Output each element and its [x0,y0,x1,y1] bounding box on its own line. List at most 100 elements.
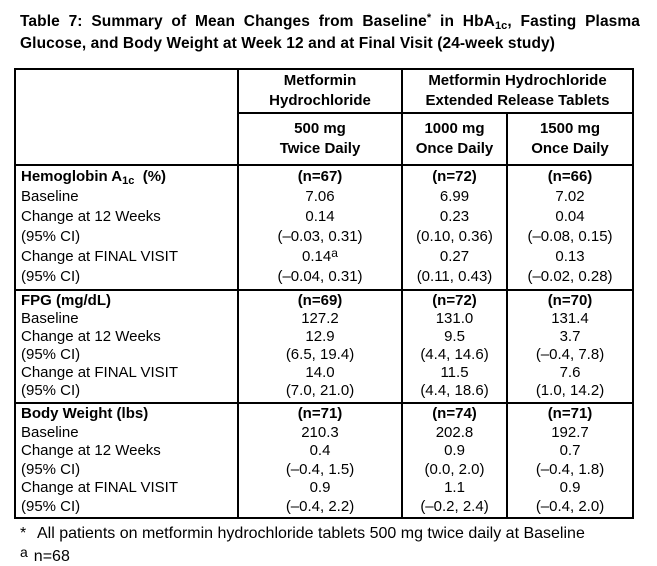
data-cell-body-weight-1500mg: (n=71) 192.7 0.7 (–0.4, 1.8) 0.9 (–0.4, … [506,402,634,519]
header-row-products: Metformin Hydrochloride Metformin Hydroc… [14,68,634,166]
row-label: (95% CI) [21,382,81,399]
data-cell-fpg-1000mg: (n=72) 131.0 9.5 (4.4, 14.6) 11.5 (4.4, … [401,289,508,404]
baseline-asterisk: * [426,12,432,24]
data-value: (6.5, 19.4) [285,346,355,363]
footnote-asterisk-text: All patients on metformin hydrochloride … [37,525,585,542]
data-value: 1.1 [444,479,465,496]
data-value: 11.5 [440,364,469,381]
row-label: Change at FINAL VISIT [21,364,179,381]
data-cell-fpg-1500mg: (n=70) 131.4 3.7 (–0.4, 7.8) 7.6 (1.0, 1… [506,289,634,404]
data-value: 127.2 [301,310,339,327]
data-value: 0.13 [555,248,585,265]
header-cell-1500mg: 1500 mg Once Daily [506,112,634,166]
row-label: Change at 12 Weeks [21,328,161,345]
data-value: (–0.4, 1.5) [285,460,355,478]
data-value: (–0.04, 0.31) [277,268,363,285]
data-value: (4.4, 18.6) [420,382,489,399]
header-line: Once Daily [415,140,494,157]
data-value: 192.7 [551,423,589,441]
header-cell-metformin: Metformin Hydrochloride [237,68,403,114]
sample-size: (n=67) [297,168,343,185]
sample-size: (n=69) [297,292,343,309]
table-title-line2: Glucose, and Body Weight at Week 12 and … [20,35,555,52]
header-line: Twice Daily [279,140,361,157]
data-value: 7.06 [305,188,335,205]
data-value: 0.04 [555,208,585,225]
section-row-fpg: FPG (mg/dL) Baseline Change at 12 Weeks … [14,289,634,404]
section-row-body-weight: Body Weight (lbs) Baseline Change at 12 … [14,402,634,519]
section-row-hba1c: Hemoglobin A1c (%) Baseline Change at 12… [14,164,634,291]
data-value: 0.9 [444,442,465,459]
footnote-a: a n=68 [20,543,657,566]
data-value: (–0.4, 1.8) [535,460,605,478]
data-value: 0.27 [439,248,470,265]
header-line: Once Daily [531,140,609,157]
header-cell-1000mg: 1000 mg Once Daily [401,112,508,166]
data-value: (0.11, 0.43) [416,268,493,285]
data-value: (–0.02, 0.28) [527,268,613,285]
header-line: Metformin [283,72,357,89]
document-page: Table 7: Summary of Mean Changes from Ba… [0,11,657,565]
row-label: Change at 12 Weeks [21,208,161,225]
row-label: Baseline [21,423,79,441]
data-value: 131.0 [435,310,474,327]
summary-table: Metformin Hydrochloride Metformin Hydroc… [14,68,634,519]
row-label: Baseline [21,310,79,327]
data-value: 0.14a [239,247,401,267]
empty-header-cell [14,68,239,166]
data-value: 12.9 [305,328,335,345]
title-text-post: , Fasting Plasma [507,13,640,30]
footnote-a-reference: a [331,246,338,260]
row-label: Change at FINAL VISIT [21,479,179,496]
header-line: 1500 mg [539,120,601,137]
section-title: FPG (mg/dL) [21,292,111,309]
data-value: 7.6 [559,364,581,381]
data-value: (7.0, 21.0) [285,382,355,399]
header-line: 1000 mg [424,120,485,137]
data-value-text: 0.14 [302,248,332,265]
data-value: 0.9 [559,479,581,496]
section-label-cell-fpg: FPG (mg/dL) Baseline Change at 12 Weeks … [14,289,239,404]
data-value: 3.7 [559,328,581,345]
data-cell-hba1c-1500mg: (n=66) 7.02 0.04 (–0.08, 0.15) 0.13 (–0.… [506,164,634,291]
sample-size: (n=70) [547,292,593,309]
data-value: 131.4 [551,310,589,327]
data-value: 0.9 [309,479,331,496]
data-value: 14.0 [305,364,335,381]
footnote-asterisk: * All patients on metformin hydrochloride… [20,524,657,543]
data-value: 7.02 [555,188,585,205]
data-value: 9.5 [444,328,465,345]
data-value: (1.0, 14.2) [535,382,605,399]
data-value: (–0.08, 0.15) [527,228,613,245]
footnotes: * All patients on metformin hydrochloride… [20,524,657,566]
data-value: 210.3 [301,423,339,441]
sample-size: (n=74) [432,405,477,422]
sample-size: (n=66) [547,168,593,185]
row-label: (95% CI) [21,228,81,245]
header-row-doses: 500 mg Twice Daily 1000 mg Once Daily 15… [15,112,634,166]
table-title: Table 7: Summary of Mean Changes from Ba… [20,11,640,55]
title-text-mid: in HbA [431,13,495,30]
title-text-pre: Table 7: Summary of Mean Changes from Ba… [20,13,427,30]
data-value: (–0.2, 2.4) [420,497,489,515]
data-cell-hba1c-500mg: (n=67) 7.06 0.14 (–0.03, 0.31) 0.14a (–0… [237,164,403,291]
data-value: 202.8 [435,423,474,441]
header-line: Extended Release Tablets [425,92,610,109]
section-title-unit: (%) [134,168,167,185]
hba1c-subscript: 1c [122,175,135,187]
a-marker: a [20,544,28,560]
footnote-a-text: n=68 [33,548,70,565]
data-value: 0.4 [309,442,331,459]
sample-size: (n=72) [432,168,477,185]
data-value: (–0.4, 2.0) [535,497,605,515]
sample-size: (n=71) [547,405,593,422]
data-value: (0.0, 2.0) [424,460,485,478]
row-label: (95% CI) [21,346,81,363]
section-label-cell-body-weight: Body Weight (lbs) Baseline Change at 12 … [14,402,239,519]
row-label: (95% CI) [21,460,81,478]
section-label-cell-hba1c: Hemoglobin A1c (%) Baseline Change at 12… [14,164,239,291]
data-value: (–0.4, 2.2) [285,497,355,515]
row-label: (95% CI) [21,497,81,515]
data-value: 6.99 [439,188,470,205]
hba1c-subscript: 1c [494,20,508,32]
